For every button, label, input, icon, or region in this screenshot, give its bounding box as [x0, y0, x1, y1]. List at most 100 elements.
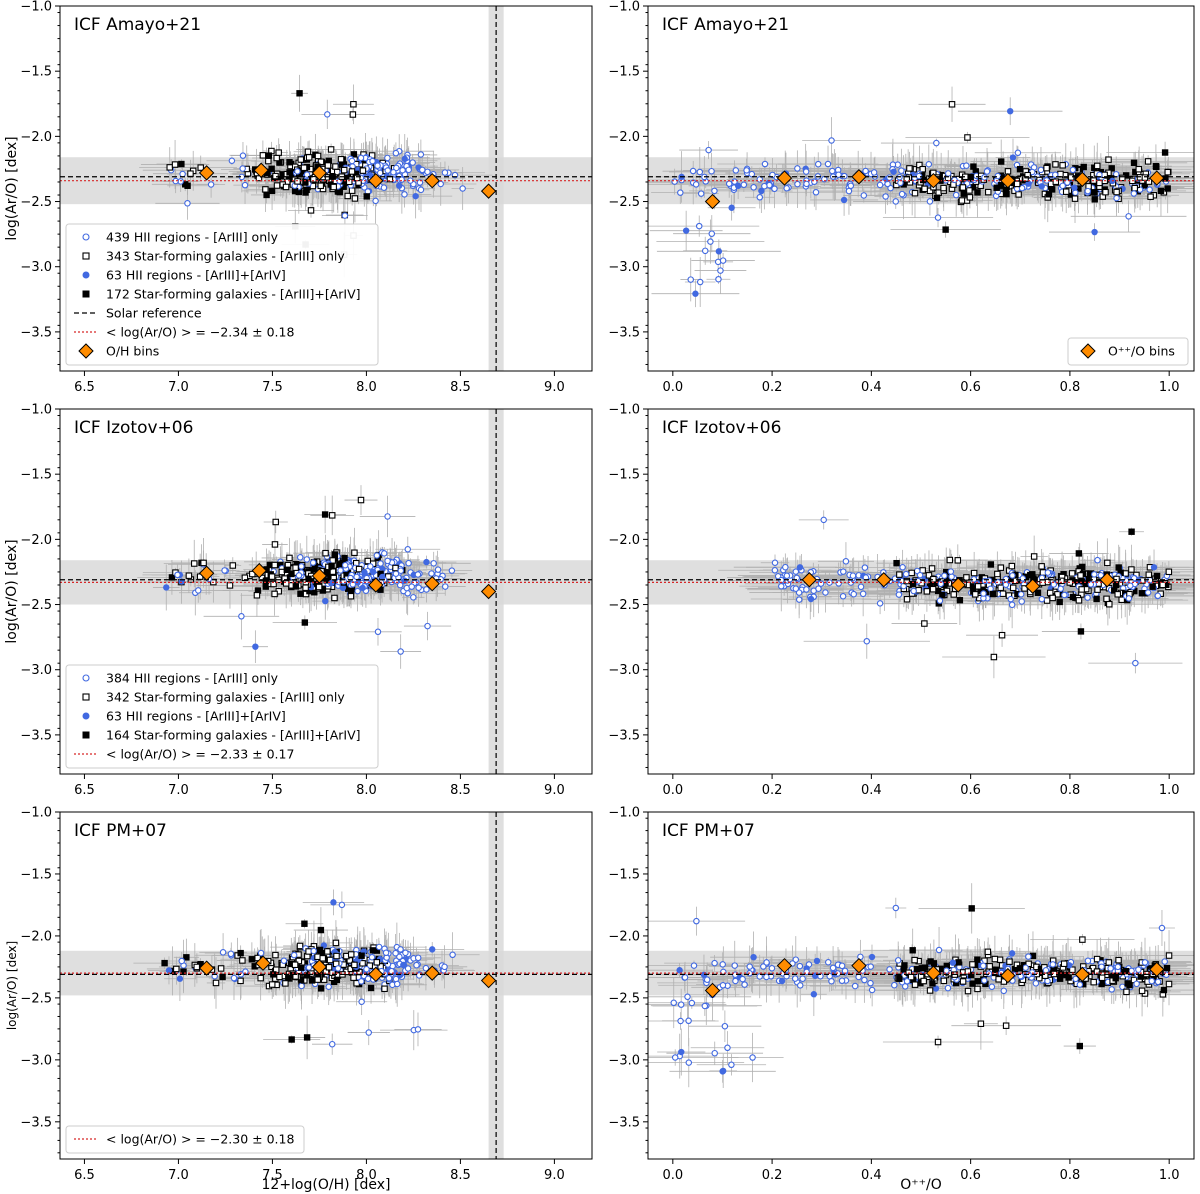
y-tick-label: −2.0: [608, 130, 640, 145]
y-tick-label: −3.5: [20, 325, 52, 340]
panel-frame: [647, 5, 1195, 372]
legend-marker: [82, 252, 90, 260]
data-point: [168, 574, 176, 581]
data-point: [1096, 179, 1103, 187]
data-point: [1145, 178, 1153, 185]
data-point: [423, 558, 430, 566]
data-point: [687, 276, 694, 283]
y-axis-label: log(Ar/O) [dex]: [4, 539, 20, 643]
data-point: [367, 563, 374, 570]
data-point: [783, 184, 790, 192]
data-point: [364, 557, 372, 565]
data-point: [184, 182, 191, 189]
bin-marker: [480, 583, 497, 600]
data-point: [294, 178, 301, 185]
legend: 439 HII regions - [ArIII] only 343 Star-f…: [65, 223, 379, 366]
data-point: [283, 566, 291, 574]
data-point: [292, 583, 300, 590]
x-tick-label: 8.0: [356, 380, 377, 395]
y-tick-label: −1.5: [608, 65, 640, 80]
data-point: [228, 157, 236, 165]
data-point: [695, 222, 703, 230]
data-point: [1164, 185, 1171, 192]
data-point: [302, 584, 309, 591]
data-point: [272, 172, 279, 180]
data-point: [305, 575, 312, 583]
data-point: [396, 182, 403, 189]
data-point: [886, 174, 893, 181]
data-point: [983, 168, 991, 175]
legend-marker: [82, 712, 90, 720]
bin-marker: [1000, 172, 1016, 189]
data-point: [273, 182, 281, 189]
data-point: [405, 559, 412, 567]
data-point: [934, 214, 942, 221]
x-tick-label: 6.5: [74, 783, 95, 798]
x-tick-label: 7.0: [168, 783, 189, 798]
data-point: [346, 178, 353, 186]
data-point: [239, 165, 246, 172]
data-point: [952, 191, 960, 199]
data-point: [1002, 186, 1010, 193]
x-tick-label: 9.0: [544, 380, 565, 395]
data-point: [317, 182, 324, 190]
data-point: [1125, 213, 1132, 220]
data-point: [349, 581, 357, 588]
data-point: [268, 187, 276, 195]
data-point: [363, 193, 370, 200]
data-point: [715, 248, 723, 255]
data-point: [324, 162, 332, 169]
data-point: [348, 187, 356, 194]
data-point: [351, 549, 358, 556]
data-point: [719, 257, 727, 264]
data-point: [824, 160, 832, 168]
y-tick-label: −3.0: [20, 260, 52, 275]
data-point: [812, 189, 820, 196]
data-point: [828, 167, 836, 175]
data-point: [964, 134, 971, 141]
data-point: [802, 168, 810, 175]
legend-label: < log(Ar/O) > = −2.33 ± 0.17: [106, 747, 294, 762]
data-point: [369, 568, 377, 576]
data-point: [876, 181, 884, 189]
data-point: [384, 557, 391, 565]
bin-marker: [704, 193, 721, 210]
data-point: [390, 169, 397, 176]
y-tick-label: −2.5: [20, 195, 52, 210]
data-point: [415, 584, 422, 591]
data-point: [705, 146, 712, 154]
data-point: [396, 581, 404, 589]
data-point: [328, 579, 335, 587]
data-point: [314, 152, 322, 160]
x-tick-label: 0.6: [960, 380, 981, 395]
data-point: [1084, 187, 1092, 195]
bin-marker: [253, 162, 269, 178]
data-point: [179, 170, 186, 178]
x-tick-label: 0.0: [662, 380, 683, 395]
data-point: [1015, 191, 1022, 198]
data-point: [322, 597, 329, 605]
bin-marker: [1074, 171, 1091, 188]
data-point: [295, 572, 303, 579]
data-point: [434, 566, 442, 573]
data-point: [163, 584, 170, 591]
data-point: [671, 178, 678, 185]
data-point: [882, 193, 889, 200]
bin-marker: [776, 170, 793, 186]
data-point: [1071, 184, 1078, 191]
data-point: [271, 561, 278, 569]
data-point: [756, 176, 764, 183]
data-point: [1059, 182, 1066, 190]
data-point: [766, 181, 773, 189]
data-point: [1105, 156, 1112, 163]
data-point: [692, 290, 699, 297]
data-point: [397, 567, 405, 574]
data-point: [689, 167, 697, 175]
data-point: [286, 554, 293, 562]
data-point: [761, 160, 769, 168]
data-point: [292, 564, 299, 571]
data-point: [397, 648, 404, 655]
data-point: [238, 613, 245, 620]
x-tick-label: 6.5: [74, 380, 95, 395]
legend-label: 63 HII regions - [ArIII]+[ArIV]: [106, 268, 286, 283]
